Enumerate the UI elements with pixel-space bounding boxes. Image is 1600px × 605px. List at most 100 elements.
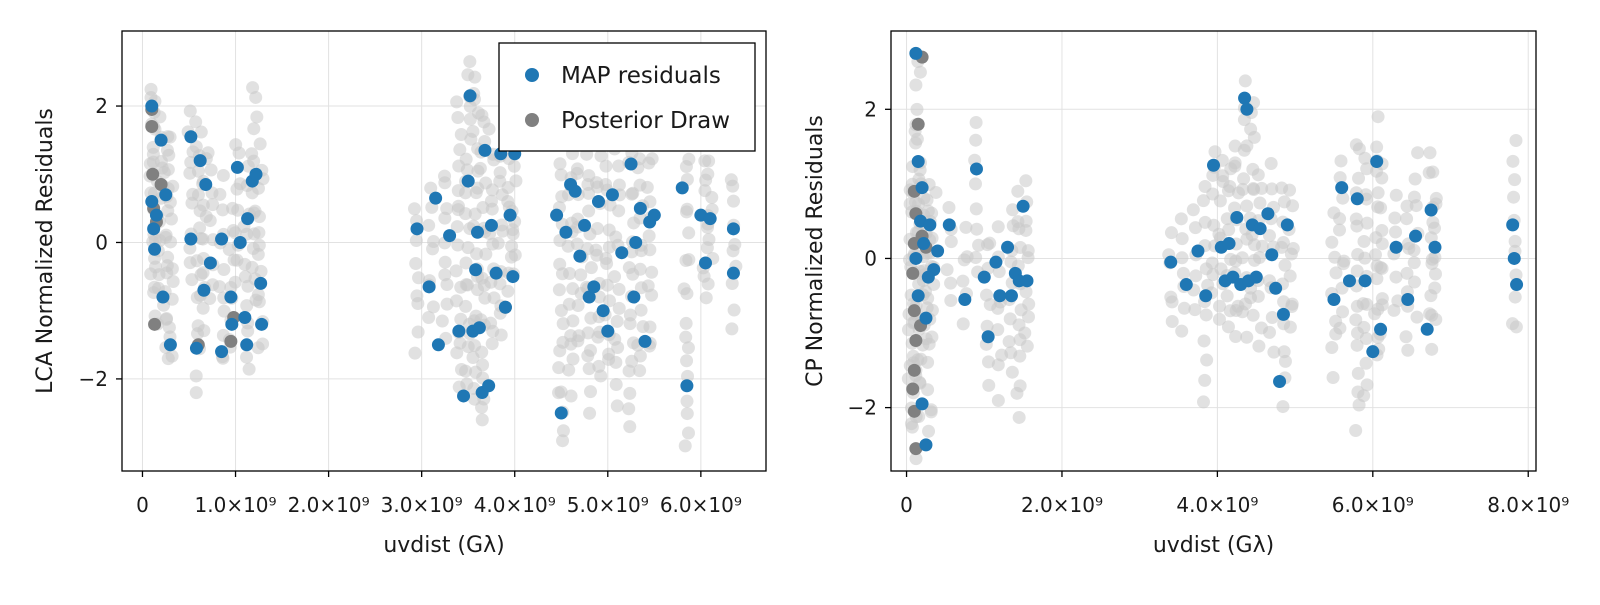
posterior-draw-point [1358,151,1372,165]
posterior-draw-point [554,385,568,399]
posterior-draw-point [705,190,719,204]
map-residual-point [1280,218,1294,232]
posterior-draw-point [438,268,452,282]
map-residual-point [452,324,466,338]
y-axis-label: LCA Normalized Residuals [33,108,58,394]
posterior-draw-point [1199,308,1213,322]
posterior-draw-point [609,230,623,244]
posterior-draw-point [1213,194,1227,208]
map-residual-point [230,160,244,174]
posterior-draw-point [991,394,1005,408]
map-residual-point [915,181,929,195]
posterior-draw-point [702,232,716,246]
map-residual-point [471,225,485,239]
posterior-draw-point [634,303,648,317]
map-residual-point [482,379,496,393]
posterior-draw-point [1427,221,1441,235]
posterior-draw-point [491,236,505,250]
posterior-draw-point [189,369,203,383]
map-residual-point [1342,274,1356,288]
posterior-draw-point [410,289,424,303]
posterior-draw-point [1021,244,1035,258]
map-residual-point [969,162,983,176]
x-axis-label: uvdist (Gλ) [1153,533,1274,558]
posterior-draw-point [1276,236,1290,250]
posterior-draw-point [1507,190,1521,204]
posterior-draw-point [1200,353,1214,367]
map-residual-point [605,188,619,202]
map-residual-point [1207,158,1220,172]
map-residual-point [1261,207,1275,221]
posterior-draw-point [1374,260,1388,274]
posterior-draw-point [1006,203,1020,217]
map-residual-point [189,341,203,355]
map-residual-point [156,290,170,304]
posterior-draw-point [217,262,231,276]
posterior-draw-point [1278,258,1292,272]
posterior-draw-point [196,266,210,280]
posterior-draw-point [727,303,741,317]
posterior-draw-point [1506,317,1520,331]
posterior-draw-point [1389,270,1403,284]
posterior-draw-point [411,325,425,339]
posterior-draw-point [1370,272,1384,286]
posterior-draw-point [459,152,473,166]
map-residual-point [484,218,498,232]
posterior-draw-point [956,274,970,288]
posterior-draw-point [451,110,465,124]
posterior-draw-point [1359,356,1373,370]
posterior-draw-point [412,271,426,285]
posterior-draw-point [1325,235,1339,249]
posterior-draw-point [252,210,266,224]
posterior-draw-point [1175,324,1189,338]
map-residual-point [1389,240,1403,254]
posterior-draw-point [680,394,694,408]
legend-label-posterior: Posterior Draw [561,108,730,134]
posterior-draw-point [566,352,580,366]
posterior-draw-point [197,324,211,338]
posterior-draw-point [1411,146,1425,160]
posterior-draw-point [1360,216,1374,230]
posterior-draw-point [1508,290,1522,304]
map-residual-point [977,270,991,284]
posterior-draw-point [910,102,924,116]
posterior-draw-point [643,243,657,257]
posterior-draw-point [426,300,440,314]
x-tick-label: 4.0×10⁹ [474,493,556,517]
posterior-draw-point [640,180,654,194]
map-residual-point [1222,237,1236,251]
posterior-draw-point [592,359,606,373]
posterior-draw-point [1240,139,1254,153]
posterior-draw-point [969,133,983,147]
map-residual-point [582,290,596,304]
map-residual-point [1273,375,1287,389]
posterior-draw-point [1283,320,1297,334]
posterior-draw-point [162,320,176,334]
map-residuals-series [909,46,1524,452]
posterior-draw-point [1407,190,1421,204]
posterior-draw-point [191,188,205,202]
posterior-draw-point [969,251,983,265]
posterior-draw-point [956,317,970,331]
posterior-draw-point [906,266,920,280]
posterior-draw-point [1333,171,1347,185]
posterior-draw-point [473,161,487,175]
posterior-draw-point [1019,214,1033,228]
map-residual-point [159,188,173,202]
posterior-draw-point [409,257,423,271]
posterior-draw-point [229,138,243,152]
legend-box [498,42,756,152]
posterior-draw-point [183,104,197,118]
posterior-draw-point [907,304,921,318]
posterior-draw-point [1262,229,1276,243]
map-residual-point [703,212,717,226]
posterior-draw-point [507,159,521,173]
posterior-draw-point [1012,410,1026,424]
posterior-draw-point [1235,251,1249,265]
posterior-draw-point [1329,266,1343,280]
map-residual-point [1327,292,1341,306]
map-residual-point [568,184,582,198]
plot-frame [890,30,1537,472]
posterior-draw-point [424,181,438,195]
map-residual-point [184,232,198,246]
